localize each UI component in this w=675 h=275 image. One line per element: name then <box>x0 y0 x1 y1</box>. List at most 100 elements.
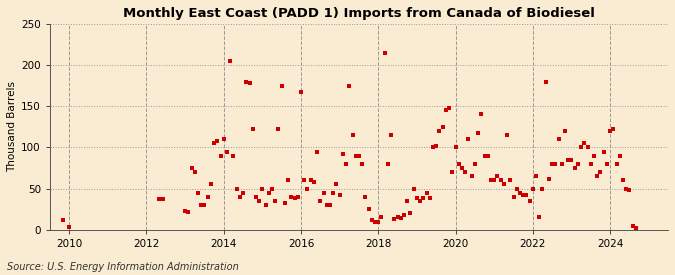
Point <box>344 83 355 88</box>
Point <box>479 153 490 158</box>
Title: Monthly East Coast (PADD 1) Imports from Canada of Biodiesel: Monthly East Coast (PADD 1) Imports from… <box>123 7 595 20</box>
Point <box>492 174 503 178</box>
Point <box>489 178 500 183</box>
Point <box>196 203 207 207</box>
Point <box>495 178 506 183</box>
Point <box>321 203 332 207</box>
Point <box>601 162 612 166</box>
Point <box>450 145 461 150</box>
Point <box>199 203 210 207</box>
Point <box>385 133 396 137</box>
Point <box>483 153 493 158</box>
Point <box>540 79 551 84</box>
Point <box>454 162 464 166</box>
Point <box>276 83 287 88</box>
Point <box>543 177 554 181</box>
Point <box>363 207 374 211</box>
Point <box>498 182 509 187</box>
Point <box>396 216 406 221</box>
Point <box>595 170 606 174</box>
Point <box>531 174 541 178</box>
Point <box>263 191 274 195</box>
Point <box>338 152 348 156</box>
Point <box>485 178 496 183</box>
Point <box>456 166 467 170</box>
Point <box>608 127 619 131</box>
Point <box>357 162 368 166</box>
Point <box>389 217 400 221</box>
Point <box>347 133 358 137</box>
Point <box>402 199 412 203</box>
Point <box>505 178 516 183</box>
Point <box>621 186 632 191</box>
Point <box>302 186 313 191</box>
Point <box>279 200 290 205</box>
Point <box>202 195 213 199</box>
Point <box>508 195 519 199</box>
Point <box>518 193 529 197</box>
Point <box>186 166 197 170</box>
Point <box>209 141 219 145</box>
Point <box>180 209 190 213</box>
Point <box>315 199 326 203</box>
Point <box>502 133 512 137</box>
Point <box>414 199 425 203</box>
Point <box>569 166 580 170</box>
Point <box>238 191 248 195</box>
Point <box>447 170 458 174</box>
Point <box>514 191 525 195</box>
Point <box>273 127 284 131</box>
Point <box>192 191 203 195</box>
Point <box>428 145 439 150</box>
Point <box>254 199 265 203</box>
Point <box>554 137 564 141</box>
Point <box>605 129 616 133</box>
Point <box>512 186 522 191</box>
Point <box>405 211 416 216</box>
Point <box>308 180 319 184</box>
Y-axis label: Thousand Barrels: Thousand Barrels <box>7 81 17 172</box>
Point <box>524 199 535 203</box>
Point <box>360 195 371 199</box>
Point <box>421 191 432 195</box>
Point <box>624 188 634 192</box>
Point <box>441 108 452 112</box>
Point <box>270 199 281 203</box>
Point <box>296 90 306 94</box>
Point <box>260 203 271 207</box>
Point <box>257 186 268 191</box>
Point <box>205 182 216 187</box>
Point <box>305 178 316 183</box>
Point <box>566 158 577 162</box>
Point <box>234 195 245 199</box>
Point <box>154 197 165 202</box>
Point <box>418 196 429 201</box>
Point <box>325 203 335 207</box>
Point <box>392 215 403 220</box>
Point <box>550 162 561 166</box>
Point <box>215 153 226 158</box>
Point <box>334 193 345 197</box>
Point <box>228 153 239 158</box>
Point <box>627 224 638 228</box>
Point <box>212 139 223 143</box>
Point <box>556 162 567 166</box>
Point <box>376 215 387 220</box>
Point <box>250 195 261 199</box>
Point <box>225 59 236 63</box>
Point <box>630 226 641 230</box>
Point <box>576 145 587 150</box>
Point <box>534 215 545 220</box>
Point <box>412 196 423 201</box>
Point <box>244 81 255 85</box>
Point <box>443 106 454 110</box>
Point <box>331 182 342 187</box>
Point <box>312 149 323 154</box>
Point <box>373 220 383 225</box>
Point <box>283 178 294 183</box>
Point <box>267 186 277 191</box>
Point <box>434 129 445 133</box>
Point <box>328 191 339 195</box>
Point <box>589 153 599 158</box>
Text: Source: U.S. Energy Information Administration: Source: U.S. Energy Information Administ… <box>7 262 238 272</box>
